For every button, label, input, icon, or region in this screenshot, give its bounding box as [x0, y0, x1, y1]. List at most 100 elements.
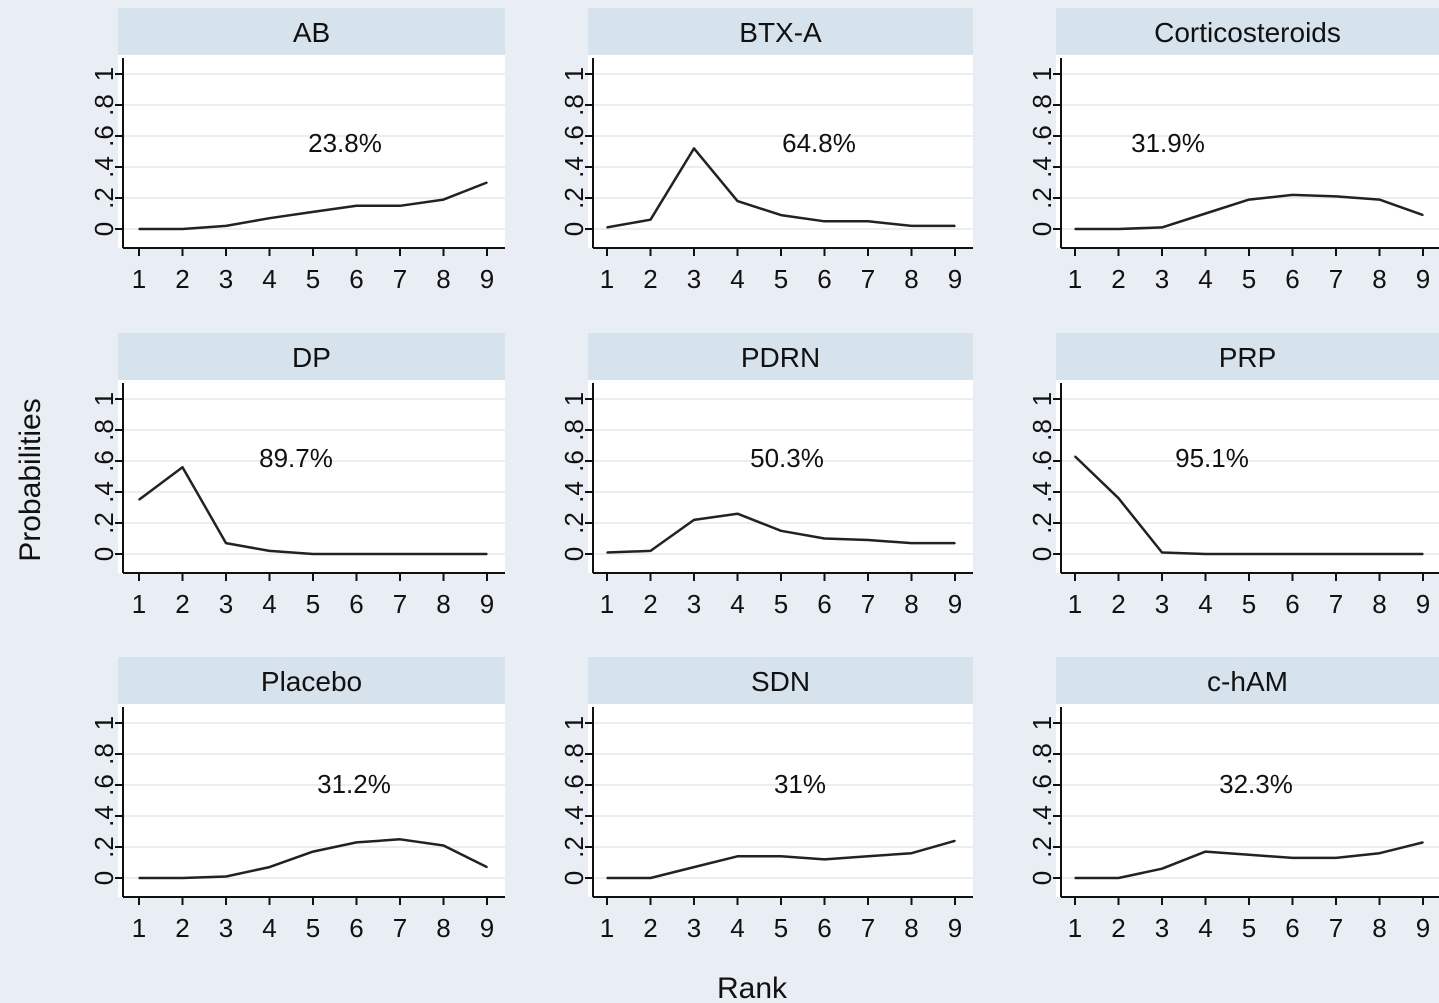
plot-area: [118, 55, 505, 248]
x-tick-label: 7: [393, 264, 407, 294]
x-tick-label: 2: [1111, 589, 1125, 619]
x-tick-label: 2: [175, 913, 189, 943]
data-point: [312, 850, 314, 853]
data-point: [138, 228, 140, 230]
data-point: [736, 512, 739, 515]
x-tick-label: 6: [1285, 264, 1299, 294]
y-tick-label: 0: [89, 222, 119, 236]
x-tick-label: 8: [436, 264, 450, 294]
data-point: [606, 226, 608, 229]
y-tick-label: 0: [1027, 871, 1057, 885]
data-point: [312, 211, 314, 213]
data-point: [312, 553, 314, 555]
data-point: [1074, 228, 1076, 230]
data-point: [736, 855, 739, 858]
x-tick-label: 1: [1068, 264, 1082, 294]
x-tick-label: 3: [687, 589, 701, 619]
y-tick-label: 1: [89, 392, 119, 406]
data-point: [1204, 553, 1207, 555]
y-tick-label: .2: [559, 187, 589, 209]
y-axis-title: Probabilities: [14, 398, 47, 561]
panels-group: AB0.2.4.6.811 2 3 4 5 6 7 8 923.8%BTX-A0.2.4.6.8…: [89, 8, 1439, 943]
x-tick-label: 6: [349, 913, 363, 943]
x-tick-label: 6: [817, 913, 831, 943]
x-tick-label: 7: [861, 913, 875, 943]
data-point: [606, 877, 608, 879]
y-tick-label: .2: [559, 512, 589, 534]
x-tick-label: 8: [904, 913, 918, 943]
x-tick-label: 4: [730, 589, 744, 619]
data-point: [1161, 551, 1163, 554]
data-point: [268, 217, 271, 219]
x-tick-label: 5: [1242, 589, 1256, 619]
data-point: [1161, 226, 1163, 229]
panel-header: [588, 333, 973, 380]
y-tick-label: .6: [89, 125, 119, 147]
data-point: [181, 228, 184, 230]
y-tick-label: .4: [89, 805, 119, 827]
data-point: [1378, 852, 1381, 854]
x-tick-label: 2: [1111, 913, 1125, 943]
data-point: [181, 466, 184, 469]
x-tick-label: 1: [600, 913, 614, 943]
y-tick-label: 0: [89, 547, 119, 561]
data-point: [355, 204, 358, 207]
x-tick-label: 6: [1285, 913, 1299, 943]
y-tick-label: .2: [89, 187, 119, 209]
panel-header: [588, 8, 973, 55]
x-tick-label: 3: [1155, 913, 1169, 943]
y-tick-label: .6: [559, 125, 589, 147]
x-tick-label: 4: [1198, 913, 1212, 943]
y-tick-label: .6: [89, 450, 119, 472]
y-tick-label: .4: [89, 156, 119, 178]
plot-area: [1056, 55, 1439, 248]
y-tick-label: .6: [559, 450, 589, 472]
data-point: [780, 529, 782, 532]
x-tick-label: 5: [306, 264, 320, 294]
x-tick-label: 8: [1372, 264, 1386, 294]
y-tick-label: .4: [559, 805, 589, 827]
data-point: [1335, 195, 1337, 198]
x-tick-label: 5: [306, 589, 320, 619]
data-point: [225, 225, 227, 227]
x-tick-label: 9: [948, 913, 962, 943]
data-point: [355, 553, 358, 555]
x-tick-label: 8: [1372, 589, 1386, 619]
y-tick-label: .8: [559, 94, 589, 116]
y-tick-label: .6: [559, 774, 589, 796]
data-point: [486, 866, 488, 868]
data-point: [399, 204, 401, 207]
x-tick-label: 2: [643, 913, 657, 943]
x-tick-label: 9: [948, 589, 962, 619]
data-point: [1291, 553, 1294, 555]
y-tick-label: .8: [89, 743, 119, 765]
y-tick-label: 0: [89, 871, 119, 885]
data-point: [954, 225, 956, 227]
panel-title: Corticosteroids: [1154, 17, 1341, 48]
data-point: [138, 498, 140, 501]
panel-title: DP: [292, 342, 331, 373]
x-tick-label: 4: [730, 264, 744, 294]
data-point: [910, 542, 913, 544]
data-point: [867, 539, 869, 541]
y-tick-label: .4: [1027, 156, 1057, 178]
y-tick-label: .8: [1027, 743, 1057, 765]
data-point: [268, 866, 271, 868]
x-tick-label: 8: [436, 589, 450, 619]
x-tick-label: 9: [1416, 589, 1430, 619]
panel-header: [1056, 333, 1439, 380]
data-point: [1335, 857, 1337, 859]
panel-header: [1056, 657, 1439, 704]
x-tick-label: 7: [1329, 589, 1343, 619]
y-tick-label: 1: [89, 716, 119, 730]
x-tick-label: 1: [1068, 589, 1082, 619]
data-point: [399, 553, 401, 555]
x-tick-label: 5: [1242, 913, 1256, 943]
x-tick-label: 8: [904, 264, 918, 294]
x-tick-label: 5: [1242, 264, 1256, 294]
y-tick-label: .2: [1027, 187, 1057, 209]
data-point: [954, 542, 956, 544]
sucra-annotation: 31%: [774, 769, 826, 799]
